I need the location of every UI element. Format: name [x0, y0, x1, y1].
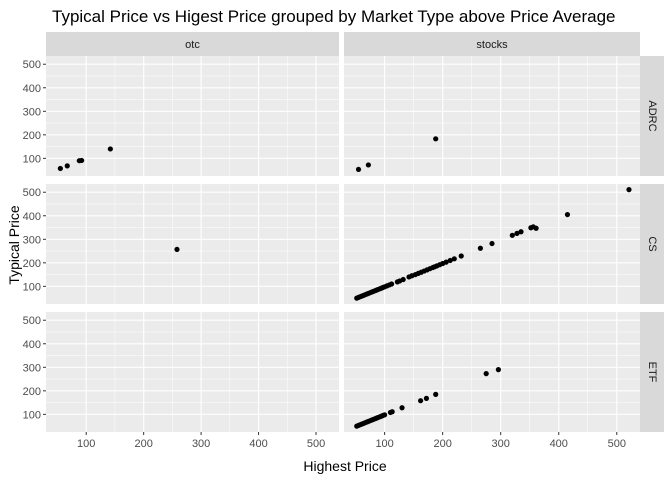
y-tick-label: 400 — [23, 83, 41, 95]
data-point — [509, 232, 515, 238]
y-tick-label: 400 — [23, 211, 41, 223]
data-point — [458, 253, 464, 259]
panel-otc-ADRC — [46, 56, 339, 176]
x-axis-title: Highest Price — [303, 458, 386, 474]
y-tick-label: 100 — [23, 153, 41, 165]
data-point — [433, 136, 439, 142]
y-axis-title: Typical Price — [6, 205, 22, 285]
x-tick-label: 100 — [375, 438, 393, 450]
data-point — [389, 409, 395, 415]
y-tick-label: 100 — [23, 409, 41, 421]
data-point — [365, 162, 371, 168]
y-tick-label: 500 — [23, 315, 41, 327]
y-tick-label: 200 — [23, 258, 41, 270]
x-tick-label: 300 — [492, 438, 510, 450]
y-tick-label: 200 — [23, 386, 41, 398]
data-point — [443, 259, 449, 265]
data-point — [447, 257, 453, 264]
data-point — [626, 187, 632, 193]
data-point — [174, 246, 180, 253]
y-tick-label: 300 — [23, 106, 41, 118]
data-point — [489, 240, 495, 247]
panel-stocks-ETF — [344, 312, 640, 432]
x-tick-label: 200 — [134, 438, 152, 450]
y-tick-label: 200 — [23, 130, 41, 142]
data-point — [483, 371, 489, 377]
panel-otc-CS — [46, 184, 339, 304]
panel-otc-ETF — [46, 312, 339, 432]
data-point — [64, 163, 70, 169]
column-strip-otc — [46, 32, 339, 56]
panel-stocks-CS — [344, 184, 640, 304]
row-strip-CS — [640, 184, 664, 304]
x-tick-label: 500 — [307, 438, 325, 450]
row-strip-ADRC — [640, 56, 664, 176]
y-tick-label: 400 — [23, 339, 41, 351]
y-tick-label: 500 — [23, 59, 41, 71]
data-point — [355, 166, 362, 173]
data-point — [57, 165, 63, 172]
data-point — [399, 405, 405, 411]
x-tick-label: 500 — [608, 438, 626, 450]
column-strip-label-stocks: stocks — [476, 39, 508, 51]
facet-panels: otc stocks ADRC CS ETF 100 200 300 400 500 100 200 3… — [23, 32, 664, 450]
row-strip-label-ETF: ETF — [646, 362, 658, 383]
row-strip-label-CS: CS — [646, 236, 658, 251]
data-point — [514, 230, 520, 237]
data-point — [564, 211, 571, 218]
x-tick-label: 200 — [433, 438, 451, 450]
y-tick-label: 300 — [23, 234, 41, 246]
data-point — [495, 367, 501, 373]
panel-stocks-ADRC — [344, 56, 640, 176]
y-tick-label: 100 — [23, 281, 41, 293]
data-point — [382, 412, 388, 418]
data-point — [518, 229, 524, 235]
column-strip-stocks — [344, 32, 640, 56]
x-tick-label: 400 — [550, 438, 568, 450]
x-tick-label: 100 — [77, 438, 95, 450]
column-strip-label-otc: otc — [185, 39, 200, 51]
data-point — [400, 276, 406, 283]
data-point — [451, 256, 457, 262]
data-point — [388, 281, 395, 287]
row-strip-ETF — [640, 312, 664, 432]
data-point — [418, 398, 424, 404]
chart-title: Typical Price vs Higest Price grouped by… — [52, 7, 615, 26]
y-tick-label: 300 — [23, 362, 41, 374]
data-point — [79, 157, 85, 164]
data-point — [433, 391, 439, 397]
x-tick-label: 400 — [249, 438, 267, 450]
data-point — [107, 146, 113, 152]
row-strip-label-ADRC: ADRC — [646, 100, 658, 131]
data-point — [533, 225, 539, 231]
data-point — [477, 245, 483, 251]
data-point — [423, 395, 430, 401]
x-tick-label: 300 — [192, 438, 210, 450]
y-tick-label: 500 — [23, 187, 41, 199]
